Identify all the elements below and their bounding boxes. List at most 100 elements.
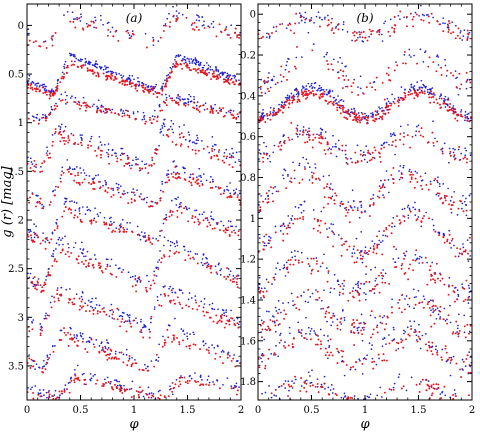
data-point-r	[297, 261, 300, 264]
data-point-r	[163, 339, 166, 342]
data-point-g	[404, 254, 406, 257]
data-point-g	[293, 89, 296, 91]
data-point-g	[115, 152, 117, 155]
data-point-g	[395, 61, 397, 63]
data-point-r	[291, 99, 294, 102]
data-point-g	[71, 11, 74, 14]
data-point-g	[450, 239, 453, 242]
data-point-r	[78, 103, 81, 106]
data-point-r	[100, 269, 103, 272]
data-point-r	[43, 40, 45, 43]
data-point-g	[180, 201, 182, 204]
data-point-r	[56, 289, 59, 292]
x-tick-label: 1	[362, 405, 368, 416]
data-point-g	[357, 280, 360, 283]
data-point-r	[367, 253, 370, 256]
data-point-g	[225, 111, 228, 114]
data-point-r	[264, 121, 267, 123]
data-point-r	[446, 322, 449, 325]
data-point-g	[307, 82, 310, 85]
data-point-g	[27, 28, 30, 31]
data-point-g	[281, 101, 283, 103]
data-point-g	[425, 211, 428, 214]
data-point-g	[89, 373, 92, 375]
data-point-r	[93, 71, 96, 74]
data-point-g	[138, 83, 141, 86]
data-point-r	[326, 280, 329, 283]
data-point-r	[208, 384, 210, 387]
data-point-r	[290, 121, 293, 124]
data-point-r	[439, 305, 442, 308]
data-point-r	[142, 86, 145, 89]
data-point-g	[88, 208, 90, 211]
data-point-r	[407, 93, 410, 96]
data-point-g	[366, 354, 368, 357]
data-point-r	[464, 116, 467, 119]
data-point-g	[130, 191, 133, 194]
data-point-g	[55, 242, 58, 245]
data-point-r	[130, 201, 133, 204]
data-point-g	[336, 102, 338, 104]
data-point-r	[401, 262, 404, 265]
data-point-r	[353, 321, 356, 324]
data-point-r	[462, 250, 465, 253]
data-point-r	[390, 102, 393, 105]
data-point-r	[230, 359, 233, 362]
data-point-r	[352, 31, 355, 34]
data-point-r	[353, 325, 356, 328]
data-point-r	[236, 277, 239, 280]
data-point-r	[56, 227, 59, 230]
data-point-r	[84, 104, 87, 107]
data-point-g	[176, 244, 179, 247]
data-point-r	[198, 221, 201, 224]
data-point-r	[183, 103, 186, 106]
data-point-r	[224, 227, 227, 230]
data-point-g	[194, 62, 197, 65]
data-point-g	[230, 109, 232, 112]
data-point-r	[415, 383, 418, 386]
data-point-r	[466, 158, 469, 160]
data-point-g	[383, 337, 386, 339]
data-point-g	[388, 191, 390, 194]
data-point-r	[151, 87, 154, 90]
data-point-g	[284, 387, 287, 389]
data-point-g	[312, 209, 315, 211]
data-point-g	[443, 142, 446, 145]
data-point-r	[375, 76, 378, 79]
data-point-g	[141, 326, 144, 329]
data-point-g	[328, 147, 331, 150]
data-point-r	[51, 144, 54, 147]
data-point-g	[307, 371, 310, 374]
data-point-r	[437, 387, 440, 389]
data-point-g	[434, 137, 436, 140]
data-point-g	[463, 200, 466, 203]
data-point-r	[406, 25, 408, 28]
data-point-g	[281, 23, 284, 25]
data-point-g	[343, 374, 346, 377]
data-point-r	[119, 230, 121, 233]
data-point-r	[54, 397, 57, 400]
data-point-r	[421, 301, 424, 304]
data-point-g	[441, 150, 444, 153]
data-point-g	[228, 34, 230, 36]
data-point-g	[99, 211, 102, 214]
data-point-g	[66, 94, 68, 97]
data-point-r	[163, 293, 166, 296]
data-point-g	[29, 157, 32, 160]
data-point-r	[338, 291, 341, 294]
data-point-r	[294, 65, 296, 68]
data-point-g	[37, 284, 39, 286]
data-point-r	[228, 82, 231, 85]
data-point-r	[427, 384, 430, 387]
data-point-g	[178, 206, 180, 209]
data-point-g	[263, 235, 266, 238]
data-point-r	[432, 278, 435, 281]
data-point-g	[60, 329, 63, 332]
data-point-r	[29, 196, 31, 199]
data-point-r	[112, 35, 115, 38]
data-point-r	[310, 257, 313, 260]
data-point-g	[349, 368, 352, 371]
data-point-g	[155, 237, 158, 240]
data-point-g	[464, 203, 467, 206]
data-point-r	[232, 357, 235, 360]
